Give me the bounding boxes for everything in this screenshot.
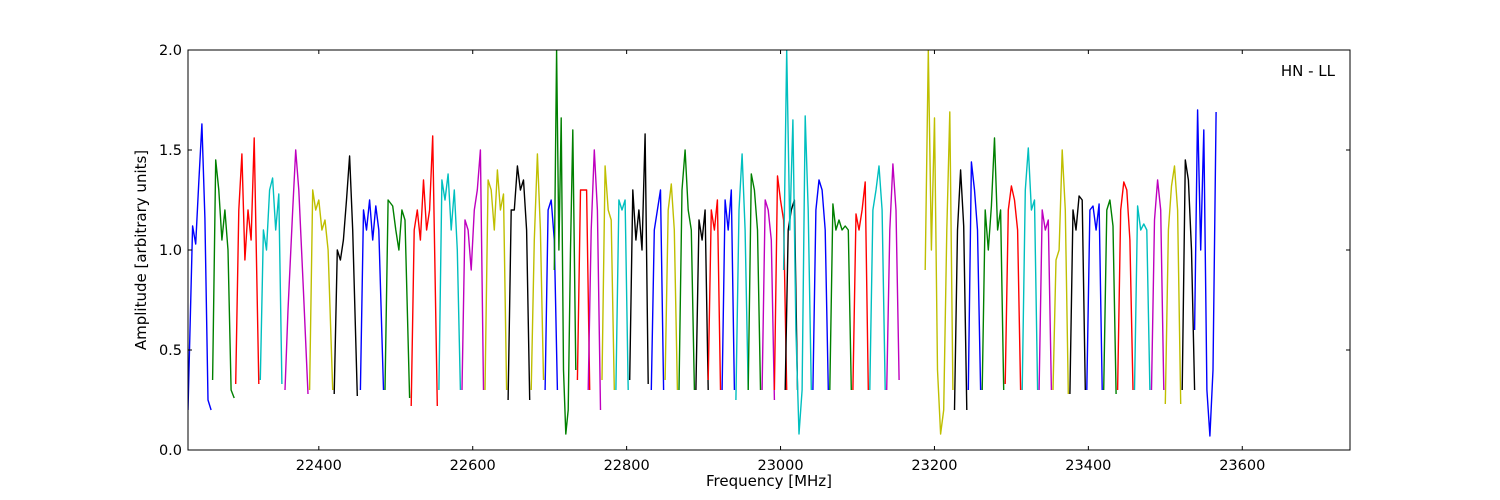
x-tick-label: 23600	[1219, 458, 1265, 474]
series-line-18	[587, 149, 602, 411]
series-line-42	[981, 137, 1005, 391]
series-line-1	[211, 159, 235, 399]
series-line-17	[576, 189, 591, 391]
series-line-47	[1069, 195, 1086, 395]
x-axis-label: Frequency [MHz]	[706, 472, 832, 490]
series-line-7	[359, 199, 385, 391]
series-line-43	[1004, 185, 1022, 391]
series-line-9	[410, 135, 438, 407]
plot-frame	[187, 49, 1351, 451]
series-line-23	[664, 183, 679, 391]
series-line-45	[1038, 209, 1053, 391]
x-tick-label: 22600	[450, 458, 496, 474]
series-line-31	[773, 175, 788, 391]
series-line-11	[461, 149, 485, 391]
series-line-54	[1181, 159, 1196, 391]
series-line-25	[695, 209, 709, 391]
series-line-19	[601, 165, 615, 391]
series-line-10	[438, 173, 462, 391]
series-line-36	[852, 181, 869, 391]
series-line-30	[761, 199, 776, 401]
series-line-22	[650, 189, 665, 391]
series-line-40	[953, 169, 968, 411]
series-line-13	[507, 165, 531, 401]
series-line-24	[678, 149, 696, 391]
series-line-46	[1052, 149, 1069, 395]
series-line-2	[235, 137, 260, 385]
series-line-16	[553, 50, 577, 435]
series-line-12	[484, 169, 508, 391]
series-line-5	[308, 189, 334, 391]
plot-annotation: HN - LL	[1281, 62, 1336, 80]
series-line-14	[530, 153, 545, 391]
series-line-48	[1086, 203, 1103, 391]
x-tick-label: 23200	[911, 458, 957, 474]
y-tick-label: 1.0	[159, 243, 182, 259]
y-tick-label: 1.5	[159, 143, 182, 159]
series-line-37	[869, 165, 886, 391]
y-axis-label: Amplitude [arbitrary units]	[132, 150, 150, 350]
series-line-55	[1193, 109, 1217, 437]
x-axis-ticks: 22400 22600 22800 23000 23200 23400 23600	[296, 50, 1265, 474]
series-line-20	[615, 199, 629, 391]
series-line-49	[1103, 199, 1117, 395]
series-line-0	[188, 123, 212, 411]
series-line-41	[967, 161, 982, 391]
y-tick-label: 2.0	[159, 43, 182, 59]
series-line-34	[812, 179, 829, 391]
series-line-38	[886, 163, 900, 391]
series-line-6	[333, 155, 358, 397]
series-line-50	[1116, 181, 1134, 391]
series-line-52	[1150, 179, 1165, 391]
x-tick-label: 22800	[604, 458, 650, 474]
y-tick-label: 0.5	[159, 343, 182, 359]
series-line-28	[735, 153, 749, 401]
series-line-26	[707, 199, 722, 391]
series-line-33	[782, 50, 812, 435]
series-line-29	[747, 173, 762, 391]
series-line-15	[544, 199, 559, 391]
y-tick-label: 0.0	[159, 443, 182, 459]
series-line-27	[721, 189, 736, 391]
series-line-4	[284, 149, 309, 395]
series-line-8	[384, 199, 411, 399]
series-line-44	[1021, 147, 1039, 391]
x-tick-label: 23000	[757, 458, 803, 474]
series-line-51	[1133, 205, 1151, 391]
x-tick-label: 22400	[296, 458, 342, 474]
x-tick-label: 23400	[1065, 458, 1111, 474]
series-line-35	[829, 203, 852, 391]
y-axis-ticks: 0.0 0.5 1.0 1.5 2.0	[159, 43, 1350, 459]
series-line-3	[259, 177, 283, 385]
series-line-21	[629, 133, 649, 385]
series-layer	[188, 50, 1217, 437]
series-line-39	[924, 50, 954, 435]
series-line-53	[1164, 165, 1182, 405]
